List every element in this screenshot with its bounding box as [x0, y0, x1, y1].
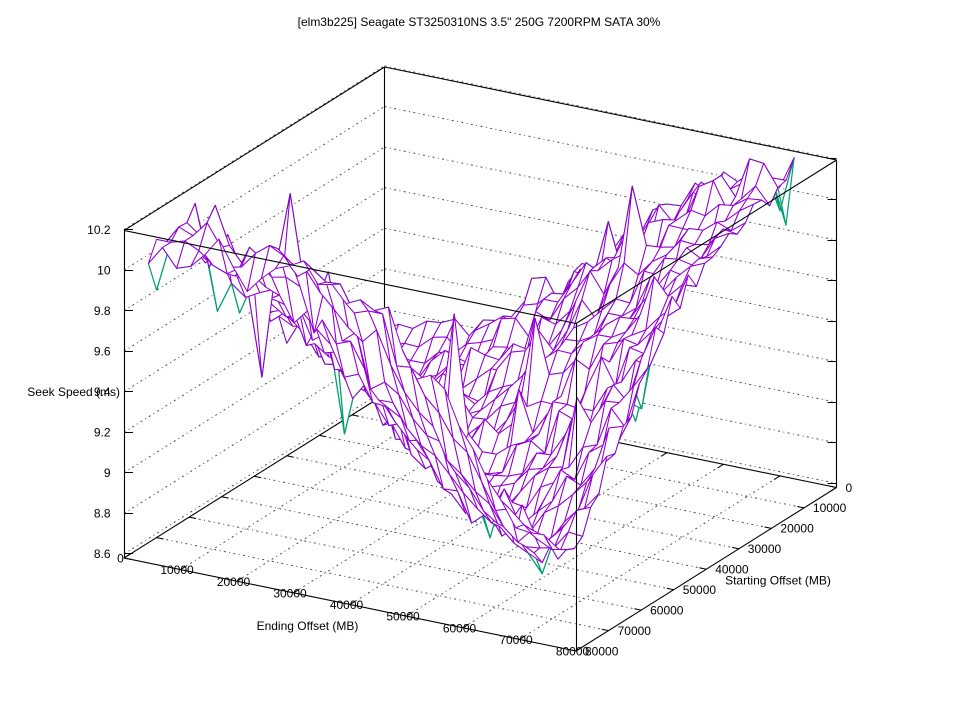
- svg-text:60000: 60000: [650, 603, 684, 617]
- svg-text:0: 0: [846, 481, 853, 495]
- svg-text:8.6: 8.6: [94, 547, 111, 561]
- svg-text:50000: 50000: [386, 610, 420, 624]
- svg-text:0: 0: [117, 552, 124, 566]
- svg-text:60000: 60000: [443, 621, 477, 635]
- svg-text:10000: 10000: [813, 501, 847, 515]
- svg-text:70000: 70000: [618, 624, 652, 638]
- svg-text:[elm3b225] Seagate ST3250310NS: [elm3b225] Seagate ST3250310NS 3.5" 250G…: [298, 15, 661, 29]
- svg-text:80000: 80000: [585, 644, 619, 658]
- svg-text:10: 10: [97, 263, 111, 277]
- svg-text:50000: 50000: [683, 583, 717, 597]
- svg-text:9.6: 9.6: [94, 344, 111, 358]
- svg-text:70000: 70000: [499, 633, 533, 647]
- svg-text:20000: 20000: [780, 522, 814, 536]
- svg-text:9: 9: [104, 466, 111, 480]
- svg-text:40000: 40000: [715, 563, 749, 577]
- svg-text:80000: 80000: [556, 645, 590, 659]
- svg-text:30000: 30000: [748, 542, 782, 556]
- svg-text:Starting Offset (MB): Starting Offset (MB): [725, 574, 831, 588]
- svg-text:10000: 10000: [160, 563, 194, 577]
- svg-text:30000: 30000: [273, 587, 307, 601]
- svg-text:10.2: 10.2: [87, 223, 111, 237]
- svg-text:Seek Speed (ms): Seek Speed (ms): [27, 385, 120, 399]
- svg-text:40000: 40000: [330, 598, 364, 612]
- svg-text:9.8: 9.8: [94, 304, 111, 318]
- svg-text:9.4: 9.4: [94, 385, 111, 399]
- svg-text:8.8: 8.8: [94, 507, 111, 521]
- svg-text:Ending Offset (MB): Ending Offset (MB): [257, 619, 359, 633]
- svg-text:9.2: 9.2: [94, 426, 111, 440]
- svg-text:20000: 20000: [217, 575, 251, 589]
